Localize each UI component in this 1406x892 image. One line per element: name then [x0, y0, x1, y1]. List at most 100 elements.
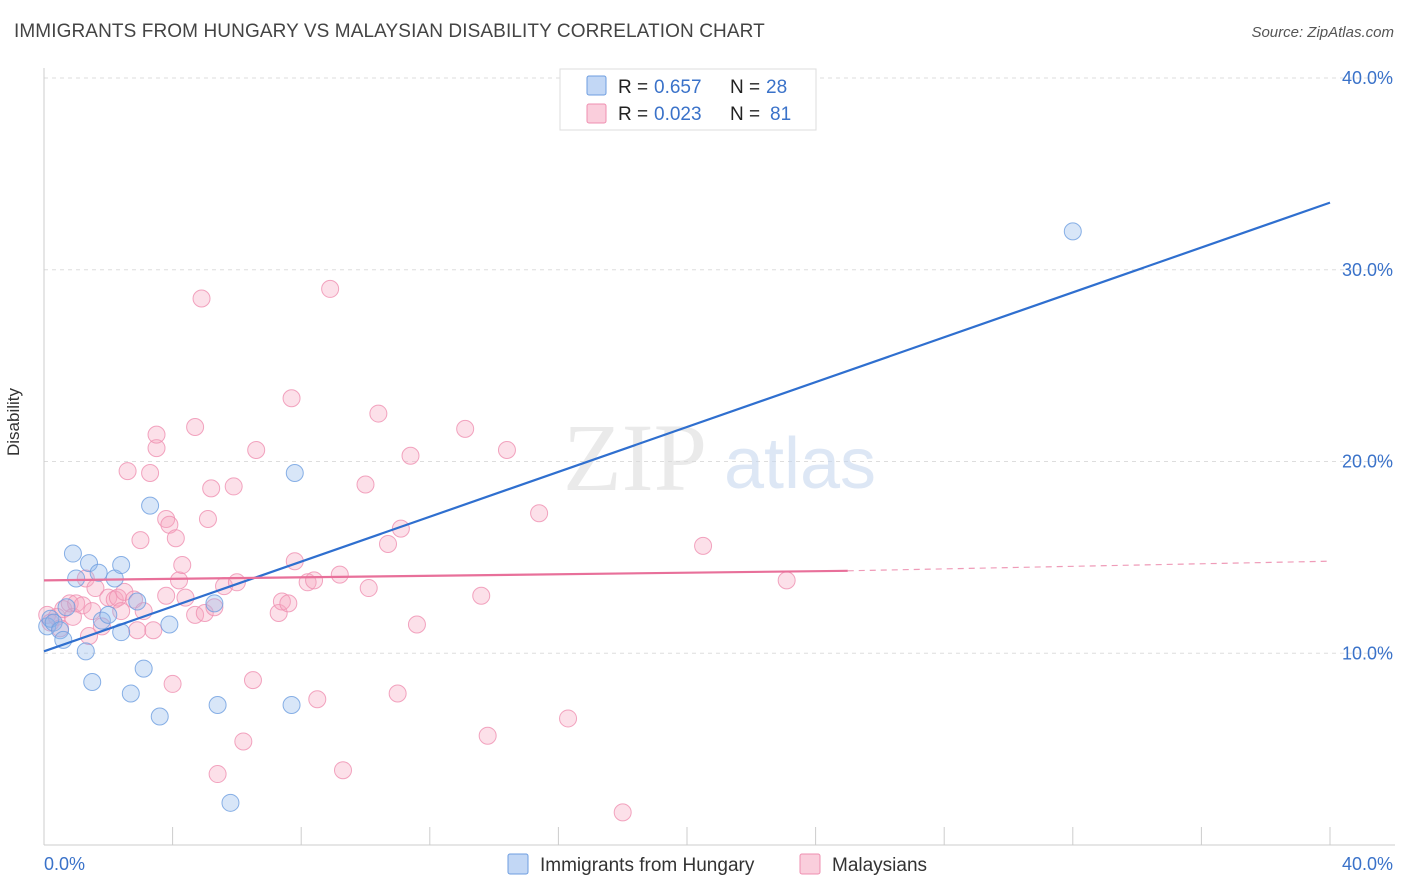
malaysian-point-34: [173, 556, 192, 575]
hungary-point-22: [160, 615, 179, 634]
hungary-point-24: [208, 696, 227, 715]
top-legend: R = 0.657 N = 28 R = 0.023 N = 81: [559, 68, 817, 131]
malaysian-point-36: [186, 417, 205, 436]
malaysian-point-35: [176, 588, 195, 607]
malaysian-point-74: [559, 709, 578, 728]
hungary-point-2: [44, 613, 63, 632]
malaysian-point-68: [407, 615, 426, 634]
trend-lines: [43, 201, 1331, 653]
malaysian-point-26: [147, 439, 166, 458]
hungary-point-27: [285, 464, 304, 483]
malaysian-point-48: [243, 671, 262, 690]
legend-n-label-malaysians: N =: [730, 104, 760, 125]
malaysian-point-49: [247, 440, 266, 459]
axes: [43, 68, 1395, 846]
watermark: ZIP atlas: [563, 404, 876, 511]
hungary-point-10: [83, 673, 102, 692]
hungary-point-21: [150, 707, 169, 726]
legend-swatch-malaysians: [586, 103, 607, 124]
malaysian-point-20: [125, 590, 144, 609]
bottom-legend-label-hungary: Immigrants from Hungary: [540, 855, 755, 876]
malaysian-point-69: [456, 419, 475, 438]
malaysian-point-29: [157, 510, 176, 529]
malaysian-point-58: [321, 279, 340, 298]
trend-line-malaysians-extension: [847, 560, 1331, 572]
malaysian-point-67: [401, 446, 420, 465]
malaysian-point-19: [118, 462, 137, 481]
hungary-point-13: [99, 605, 118, 624]
bottom-legend: Immigrants from Hungary Malaysians: [507, 853, 927, 876]
legend-r-label-hungary: R =: [618, 77, 648, 98]
hungary-point-18: [128, 592, 147, 611]
tick-labels: 10.0% 20.0% 30.0% 40.0% 0.0% 40.0%: [44, 68, 1393, 874]
malaysian-point-7: [67, 594, 86, 613]
malaysian-point-24: [141, 464, 160, 483]
malaysian-point-2: [47, 607, 66, 626]
source-label: Source: ZipAtlas.com: [1251, 24, 1394, 41]
watermark-atlas: atlas: [724, 424, 876, 504]
malaysian-point-73: [530, 504, 549, 523]
chart-title: IMMIGRANTS FROM HUNGARY VS MALAYSIAN DIS…: [14, 21, 765, 42]
legend-r-label-malaysians: R =: [618, 104, 648, 125]
hungary-point-17: [121, 684, 140, 703]
malaysian-point-18: [115, 582, 134, 601]
malaysian-point-57: [308, 690, 327, 709]
malaysian-point-41: [202, 479, 221, 498]
malaysian-point-42: [205, 598, 224, 617]
malaysian-point-47: [234, 732, 253, 751]
malaysian-point-50: [269, 603, 288, 622]
x-tick-label-0: 0.0%: [44, 854, 85, 874]
y-tick-label-0: 10.0%: [1342, 643, 1393, 663]
trend-line-hungary: [43, 201, 1331, 653]
malaysian-point-8: [73, 596, 92, 615]
legend-r-value-malaysians: 0.023: [654, 104, 702, 125]
hungary-point-25: [221, 793, 240, 812]
malaysian-point-76: [694, 536, 713, 555]
hungary-point-3: [51, 621, 70, 640]
malaysian-point-27: [147, 425, 166, 444]
hungary-point-23: [205, 594, 224, 613]
malaysian-point-15: [105, 590, 124, 609]
y-tick-label-3: 40.0%: [1342, 68, 1393, 88]
hungary-point-15: [112, 556, 131, 575]
hungary-point-19: [134, 659, 153, 678]
legend-r-value-hungary: 0.657: [654, 77, 702, 98]
malaysian-point-53: [282, 389, 301, 408]
malaysian-point-51: [272, 592, 291, 611]
malaysian-point-64: [379, 534, 398, 553]
series-hungary: [38, 222, 1082, 812]
hungary-point-11: [89, 563, 108, 582]
bottom-legend-swatch-malaysians: [799, 853, 821, 875]
trend-line-malaysians: [43, 569, 848, 582]
malaysian-point-45: [224, 477, 243, 496]
malaysian-point-32: [166, 529, 185, 548]
hungary-point-7: [67, 569, 86, 588]
x-tick-label-1: 40.0%: [1342, 854, 1393, 874]
malaysian-point-28: [157, 586, 176, 605]
malaysian-point-52: [279, 594, 298, 613]
malaysian-point-39: [195, 603, 214, 622]
malaysian-point-75: [613, 803, 632, 822]
hungary-point-26: [282, 696, 301, 715]
malaysian-point-72: [497, 440, 516, 459]
malaysian-point-33: [170, 571, 189, 590]
legend-swatch-hungary: [586, 75, 607, 96]
malaysian-point-60: [333, 761, 352, 780]
bottom-legend-label-malaysians: Malaysians: [832, 855, 927, 876]
malaysian-point-62: [359, 579, 378, 598]
hungary-point-28: [1063, 222, 1082, 241]
hungary-point-20: [141, 496, 160, 515]
malaysian-point-71: [478, 726, 497, 745]
legend-n-value-hungary: 28: [766, 77, 787, 98]
hungary-point-8: [76, 642, 95, 661]
malaysian-point-6: [63, 607, 82, 626]
malaysian-point-56: [305, 571, 324, 590]
watermark-zip: ZIP: [563, 404, 707, 511]
malaysian-point-31: [163, 674, 182, 693]
malaysian-point-22: [131, 531, 150, 550]
malaysian-point-59: [330, 565, 349, 584]
malaysian-point-70: [472, 586, 491, 605]
hungary-point-5: [57, 598, 76, 617]
y-tick-label-1: 20.0%: [1342, 452, 1393, 472]
